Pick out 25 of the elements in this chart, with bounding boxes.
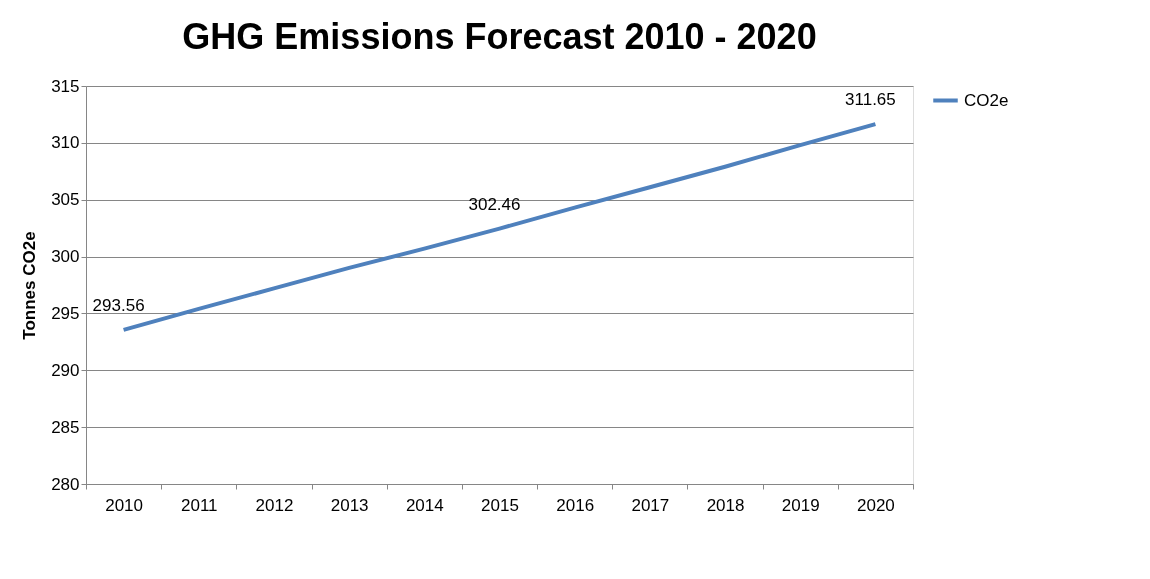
x-tick-label: 2013 xyxy=(330,495,369,515)
y-tick-label: 305 xyxy=(51,190,80,210)
x-tick-label: 2017 xyxy=(631,495,670,515)
y-axis-title: Tonnes CO2e xyxy=(20,231,40,340)
data-label: 293.56 xyxy=(92,295,145,315)
x-tick-label: 2010 xyxy=(105,495,143,515)
x-tick-label: 2011 xyxy=(180,495,218,515)
data-label: 302.46 xyxy=(468,194,521,214)
y-tick-label: 300 xyxy=(51,247,80,267)
y-tick-label: 315 xyxy=(51,76,80,96)
x-tick-label: 2015 xyxy=(481,495,519,515)
y-tick-label: 295 xyxy=(51,303,80,323)
x-tick-label: 2019 xyxy=(781,495,820,515)
chart-title: GHG Emissions Forecast 2010 - 2020 xyxy=(182,16,817,57)
y-tick-label: 290 xyxy=(51,360,80,380)
data-label: 311.65 xyxy=(845,90,896,110)
y-tick-label: 280 xyxy=(51,474,80,494)
x-tick-label: 2016 xyxy=(556,495,595,515)
x-tick-label: 2014 xyxy=(405,495,444,515)
x-tick-label: 2012 xyxy=(255,495,294,515)
y-tick-label: 310 xyxy=(51,133,80,153)
x-tick-label: 2018 xyxy=(706,495,745,515)
legend-label: CO2e xyxy=(964,90,1009,110)
y-tick-label: 285 xyxy=(51,417,80,437)
x-tick-label: 2020 xyxy=(857,495,895,515)
